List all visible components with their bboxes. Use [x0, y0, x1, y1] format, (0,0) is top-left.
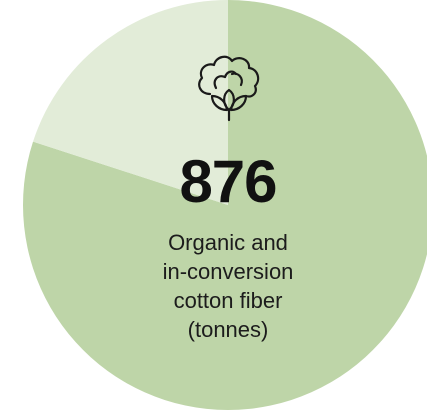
pie-slice-1 — [23, 0, 427, 410]
cotton-plant-icon — [198, 55, 260, 122]
metric-label-line-3: cotton fiber — [173, 288, 283, 313]
pie-slices — [23, 0, 427, 410]
metric-label-line-2: in-conversion — [162, 259, 294, 284]
metric-label-line-4: (tonnes) — [187, 317, 269, 342]
metric-label: Organic and in-conversion cotton fiber (… — [94, 228, 362, 344]
metric-label-line-1: Organic and — [168, 230, 288, 255]
headline-value: 876 — [179, 148, 277, 215]
pie-slice-2 — [33, 0, 228, 205]
